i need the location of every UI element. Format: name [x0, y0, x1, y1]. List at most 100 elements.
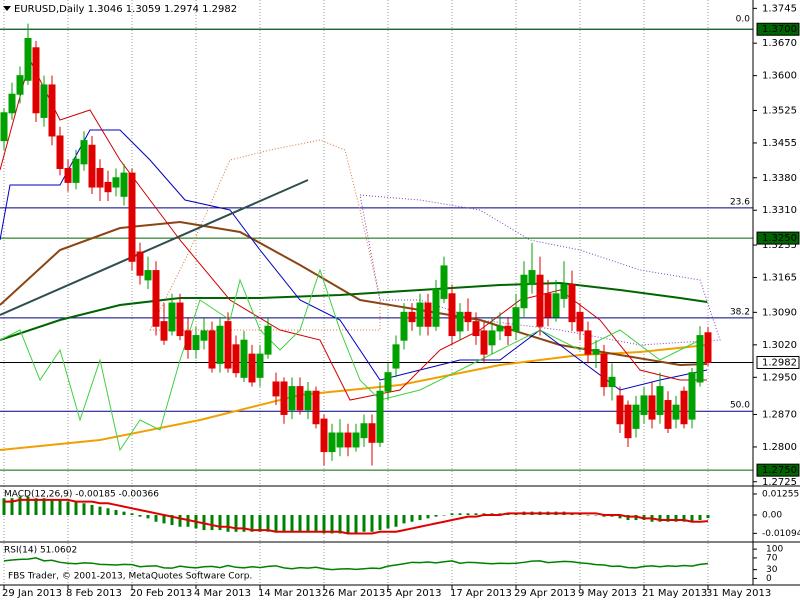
candle-body: [624, 404, 632, 439]
macd-bar: [330, 515, 334, 534]
candle-body: [472, 321, 480, 337]
candle-body: [696, 335, 704, 383]
candle-body: [160, 321, 168, 341]
candle-body: [688, 372, 696, 420]
macd-bar: [250, 515, 254, 532]
candle-body: [168, 302, 176, 332]
y-tick-label: 1.2870: [762, 409, 797, 420]
macd-bar: [474, 513, 478, 516]
macd-bar: [466, 513, 470, 516]
x-tick-label: 31 May 2013: [706, 588, 771, 599]
macd-bar: [34, 498, 38, 516]
candle-body: [504, 325, 512, 337]
candle-body: [264, 325, 272, 355]
candle-body: [664, 400, 672, 429]
macd-bar: [314, 515, 318, 532]
x-tick-label: 8 Feb 2013: [66, 588, 122, 599]
macd-bar: [394, 515, 398, 527]
candle-body: [240, 339, 248, 378]
candle-body: [320, 418, 328, 453]
macd-bar: [378, 515, 382, 531]
macd-bar: [138, 515, 142, 517]
macd-bar: [170, 515, 174, 526]
candle-body: [96, 167, 104, 188]
moving-average: [0, 281, 708, 341]
candle-body: [288, 386, 296, 411]
y-tick-label: 70: [766, 553, 778, 563]
fib-label: 38.2: [730, 307, 750, 317]
candle-body: [672, 404, 680, 420]
x-tick-label: 29 Jan 2013: [2, 588, 62, 599]
candle-body: [32, 47, 40, 114]
candle-body: [376, 390, 384, 443]
macd-bar: [586, 515, 590, 516]
candle-body: [632, 404, 640, 429]
candle-body: [512, 307, 520, 332]
macd-bar: [346, 515, 350, 534]
candle-body: [480, 330, 488, 355]
x-tick-label: 5 Apr 2013: [386, 588, 441, 599]
candle-body: [400, 311, 408, 341]
y-tick-label: 1.3020: [762, 340, 797, 351]
candle-body: [360, 423, 368, 439]
price-level-box: [756, 355, 800, 369]
fib-label: 23.6: [730, 197, 750, 207]
y-tick-label: 1.3455: [762, 138, 797, 149]
y-tick-label: 1.3165: [762, 273, 797, 284]
x-tick-label: 17 Apr 2013: [450, 588, 512, 599]
macd-bar: [450, 513, 454, 516]
y-tick-label: 1.3310: [762, 205, 797, 216]
macd-bar: [674, 515, 678, 522]
candle-body: [224, 321, 232, 369]
y-tick-label: 1.3090: [762, 307, 797, 318]
candle-body: [680, 390, 688, 425]
candle-body: [648, 395, 656, 420]
macd-bar: [338, 515, 342, 534]
macd-bar: [162, 515, 166, 524]
y-tick-label: 0.00: [762, 511, 782, 521]
candle-body: [72, 158, 80, 183]
y-tick-label: 30: [766, 565, 778, 575]
macd-bar: [50, 499, 54, 516]
candle-body: [704, 332, 712, 363]
candle-body: [128, 172, 136, 262]
candle-body: [216, 325, 224, 364]
rsi-label: RSI(14) 51.0602: [4, 546, 77, 556]
macd-bar: [618, 515, 622, 519]
macd-bar: [594, 515, 598, 516]
macd-bar: [74, 501, 78, 516]
macd-bar: [66, 501, 70, 516]
candle-body: [536, 274, 544, 327]
candle-body: [232, 344, 240, 374]
candle-body: [176, 302, 184, 337]
candle-body: [424, 302, 432, 327]
macd-bar: [298, 515, 302, 532]
menu-arrow: [3, 6, 11, 11]
y-tick-label: 1.3380: [762, 173, 797, 184]
x-tick-label: 20 Feb 2013: [130, 588, 192, 599]
candle-body: [544, 293, 552, 318]
price-level-box: [756, 22, 800, 36]
macd-bar: [434, 515, 438, 517]
moving-average: [0, 344, 708, 451]
y-tick-label: 1.3745: [762, 3, 797, 14]
price-level-label: 1.2750: [762, 465, 797, 476]
macd-bar: [698, 515, 702, 521]
macd-bar: [322, 515, 326, 534]
price-level-label: 1.3700: [762, 24, 797, 35]
macd-bar: [82, 503, 86, 516]
price-level-box: [756, 231, 800, 245]
macd-label: MACD(12,26,9) -0.00185 -0.00366: [4, 490, 159, 500]
macd-bar: [90, 504, 94, 516]
candle-body: [48, 84, 56, 137]
candle-body: [528, 270, 536, 286]
macd-bar: [154, 515, 158, 522]
macd-bar: [210, 515, 214, 531]
macd-bar: [410, 515, 414, 522]
macd-bar: [226, 515, 230, 532]
macd-bar: [114, 509, 118, 516]
candle-body: [184, 330, 192, 350]
macd-bar: [458, 513, 462, 516]
